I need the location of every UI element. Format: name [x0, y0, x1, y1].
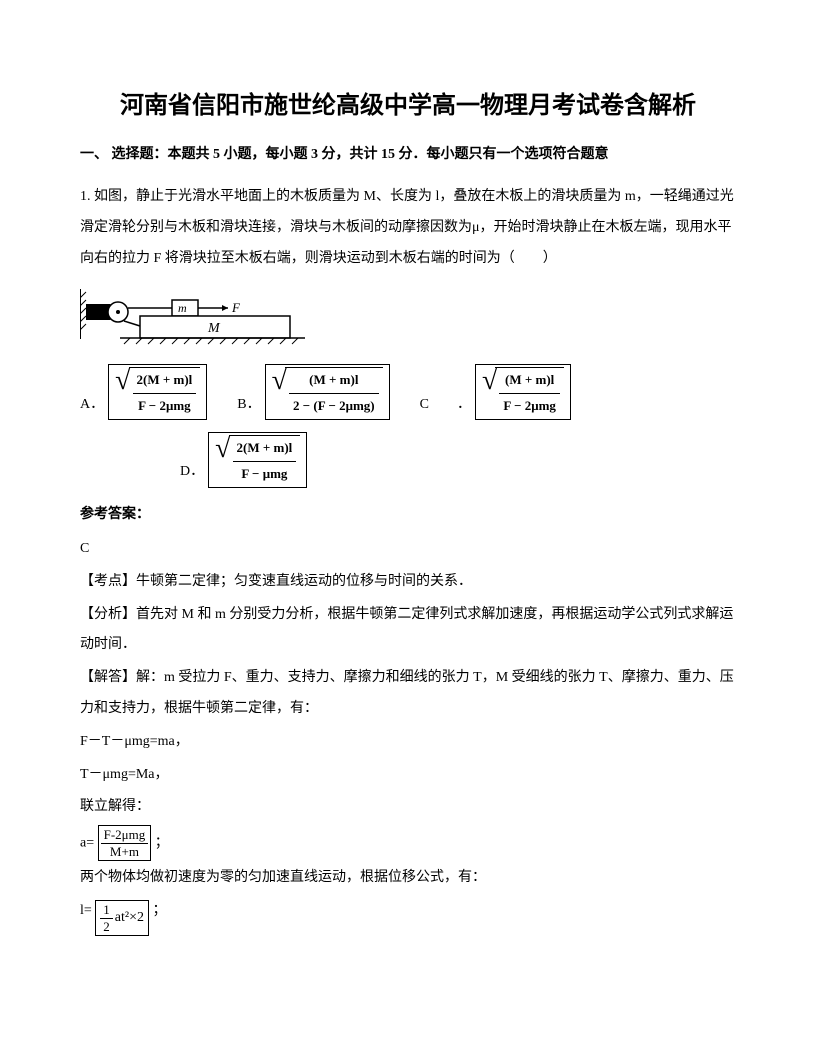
option-b: B． √ (M + m)l 2 − (F − 2μmg) — [237, 364, 389, 420]
option-c-num: (M + m)l — [499, 370, 560, 394]
jieda-intro: 解：m 受拉力 F、重力、支持力、摩擦力和细线的张力 T，M 受细线的张力 T、… — [80, 670, 734, 716]
option-a-num: 2(M + m)l — [133, 370, 197, 394]
l-eq-rest: at²×2 — [115, 903, 144, 934]
mass-M-label: M — [207, 321, 221, 336]
kaodian-label: 【考点】 — [80, 574, 136, 589]
l-eq-prefix: l= — [80, 903, 92, 918]
answer-choice: C — [80, 534, 736, 565]
option-b-num: (M + m)l — [289, 370, 379, 394]
option-a-den: F − 2μmg — [133, 394, 197, 417]
a-eq-den: M+m — [101, 844, 149, 860]
motion-text: 两个物体均做初速度为零的匀加速直线运动，根据位移公式，有： — [80, 863, 736, 894]
option-a: A． √ 2(M + m)l F − 2μmg — [80, 364, 207, 420]
option-c-den: F − 2μmg — [499, 394, 560, 417]
l-eq-suffix: ； — [153, 903, 167, 918]
option-c-label: C ． — [420, 394, 471, 420]
force-label: F — [231, 300, 241, 315]
question-number: 1. — [80, 189, 91, 204]
option-c: C ． √ (M + m)l F − 2μmg — [420, 364, 571, 420]
options-row-2: D． √ 2(M + m)l F − μmg — [80, 432, 736, 494]
l-eq-frac-num: 1 — [100, 902, 113, 919]
answer-content: C 【考点】牛顿第二定律；匀变速直线运动的位移与时间的关系． 【分析】首先对 M… — [80, 534, 736, 936]
l-eq-frac-den: 2 — [100, 919, 113, 935]
equation-2: T－μmg=Ma， — [80, 760, 736, 791]
option-d-den: F − μmg — [233, 462, 297, 485]
equation-1: F－T－μmg=ma， — [80, 727, 736, 758]
question-figure: m F M — [80, 284, 736, 354]
a-eq-prefix: a= — [80, 835, 94, 850]
option-d-num: 2(M + m)l — [233, 438, 297, 462]
lianli-text: 联立解得： — [80, 792, 736, 823]
fenxi-label: 【分析】 — [80, 607, 136, 622]
kaodian-text: 牛顿第二定律；匀变速直线运动的位移与时间的关系． — [136, 574, 472, 589]
question-text: 1. 如图，静止于光滑水平地面上的木板质量为 M、长度为 l，叠放在木板上的滑块… — [80, 182, 736, 274]
fenxi-text: 首先对 M 和 m 分别受力分析，根据牛顿第二定律列式求解加速度，再根据运动学公… — [80, 607, 733, 653]
option-b-label: B． — [237, 394, 260, 420]
jieda-label: 【解答】 — [80, 670, 136, 685]
answer-label: 参考答案： — [80, 504, 736, 526]
option-d-label: D． — [180, 461, 204, 487]
option-b-den: 2 − (F − 2μmg) — [289, 394, 379, 417]
l-equation: l= 1 2 at²×2 ； — [80, 896, 736, 936]
a-eq-num: F-2μmg — [101, 827, 149, 844]
options-row-1: A． √ 2(M + m)l F − 2μmg B． √ (M + m)l 2 … — [80, 364, 736, 426]
option-a-label: A． — [80, 394, 104, 420]
mass-m-label: m — [178, 301, 187, 315]
section-header: 一、 选择题：本题共 5 小题，每小题 3 分，共计 15 分．每小题只有一个选… — [80, 144, 736, 166]
a-equation: a= F-2μmg M+m ； — [80, 825, 736, 861]
option-d: D． √ 2(M + m)l F − μmg — [180, 432, 307, 488]
page-title: 河南省信阳市施世纶高级中学高一物理月考试卷含解析 — [80, 90, 736, 124]
a-eq-suffix: ； — [155, 835, 169, 850]
question-body: 如图，静止于光滑水平地面上的木板质量为 M、长度为 l，叠放在木板上的滑块质量为… — [80, 189, 734, 266]
